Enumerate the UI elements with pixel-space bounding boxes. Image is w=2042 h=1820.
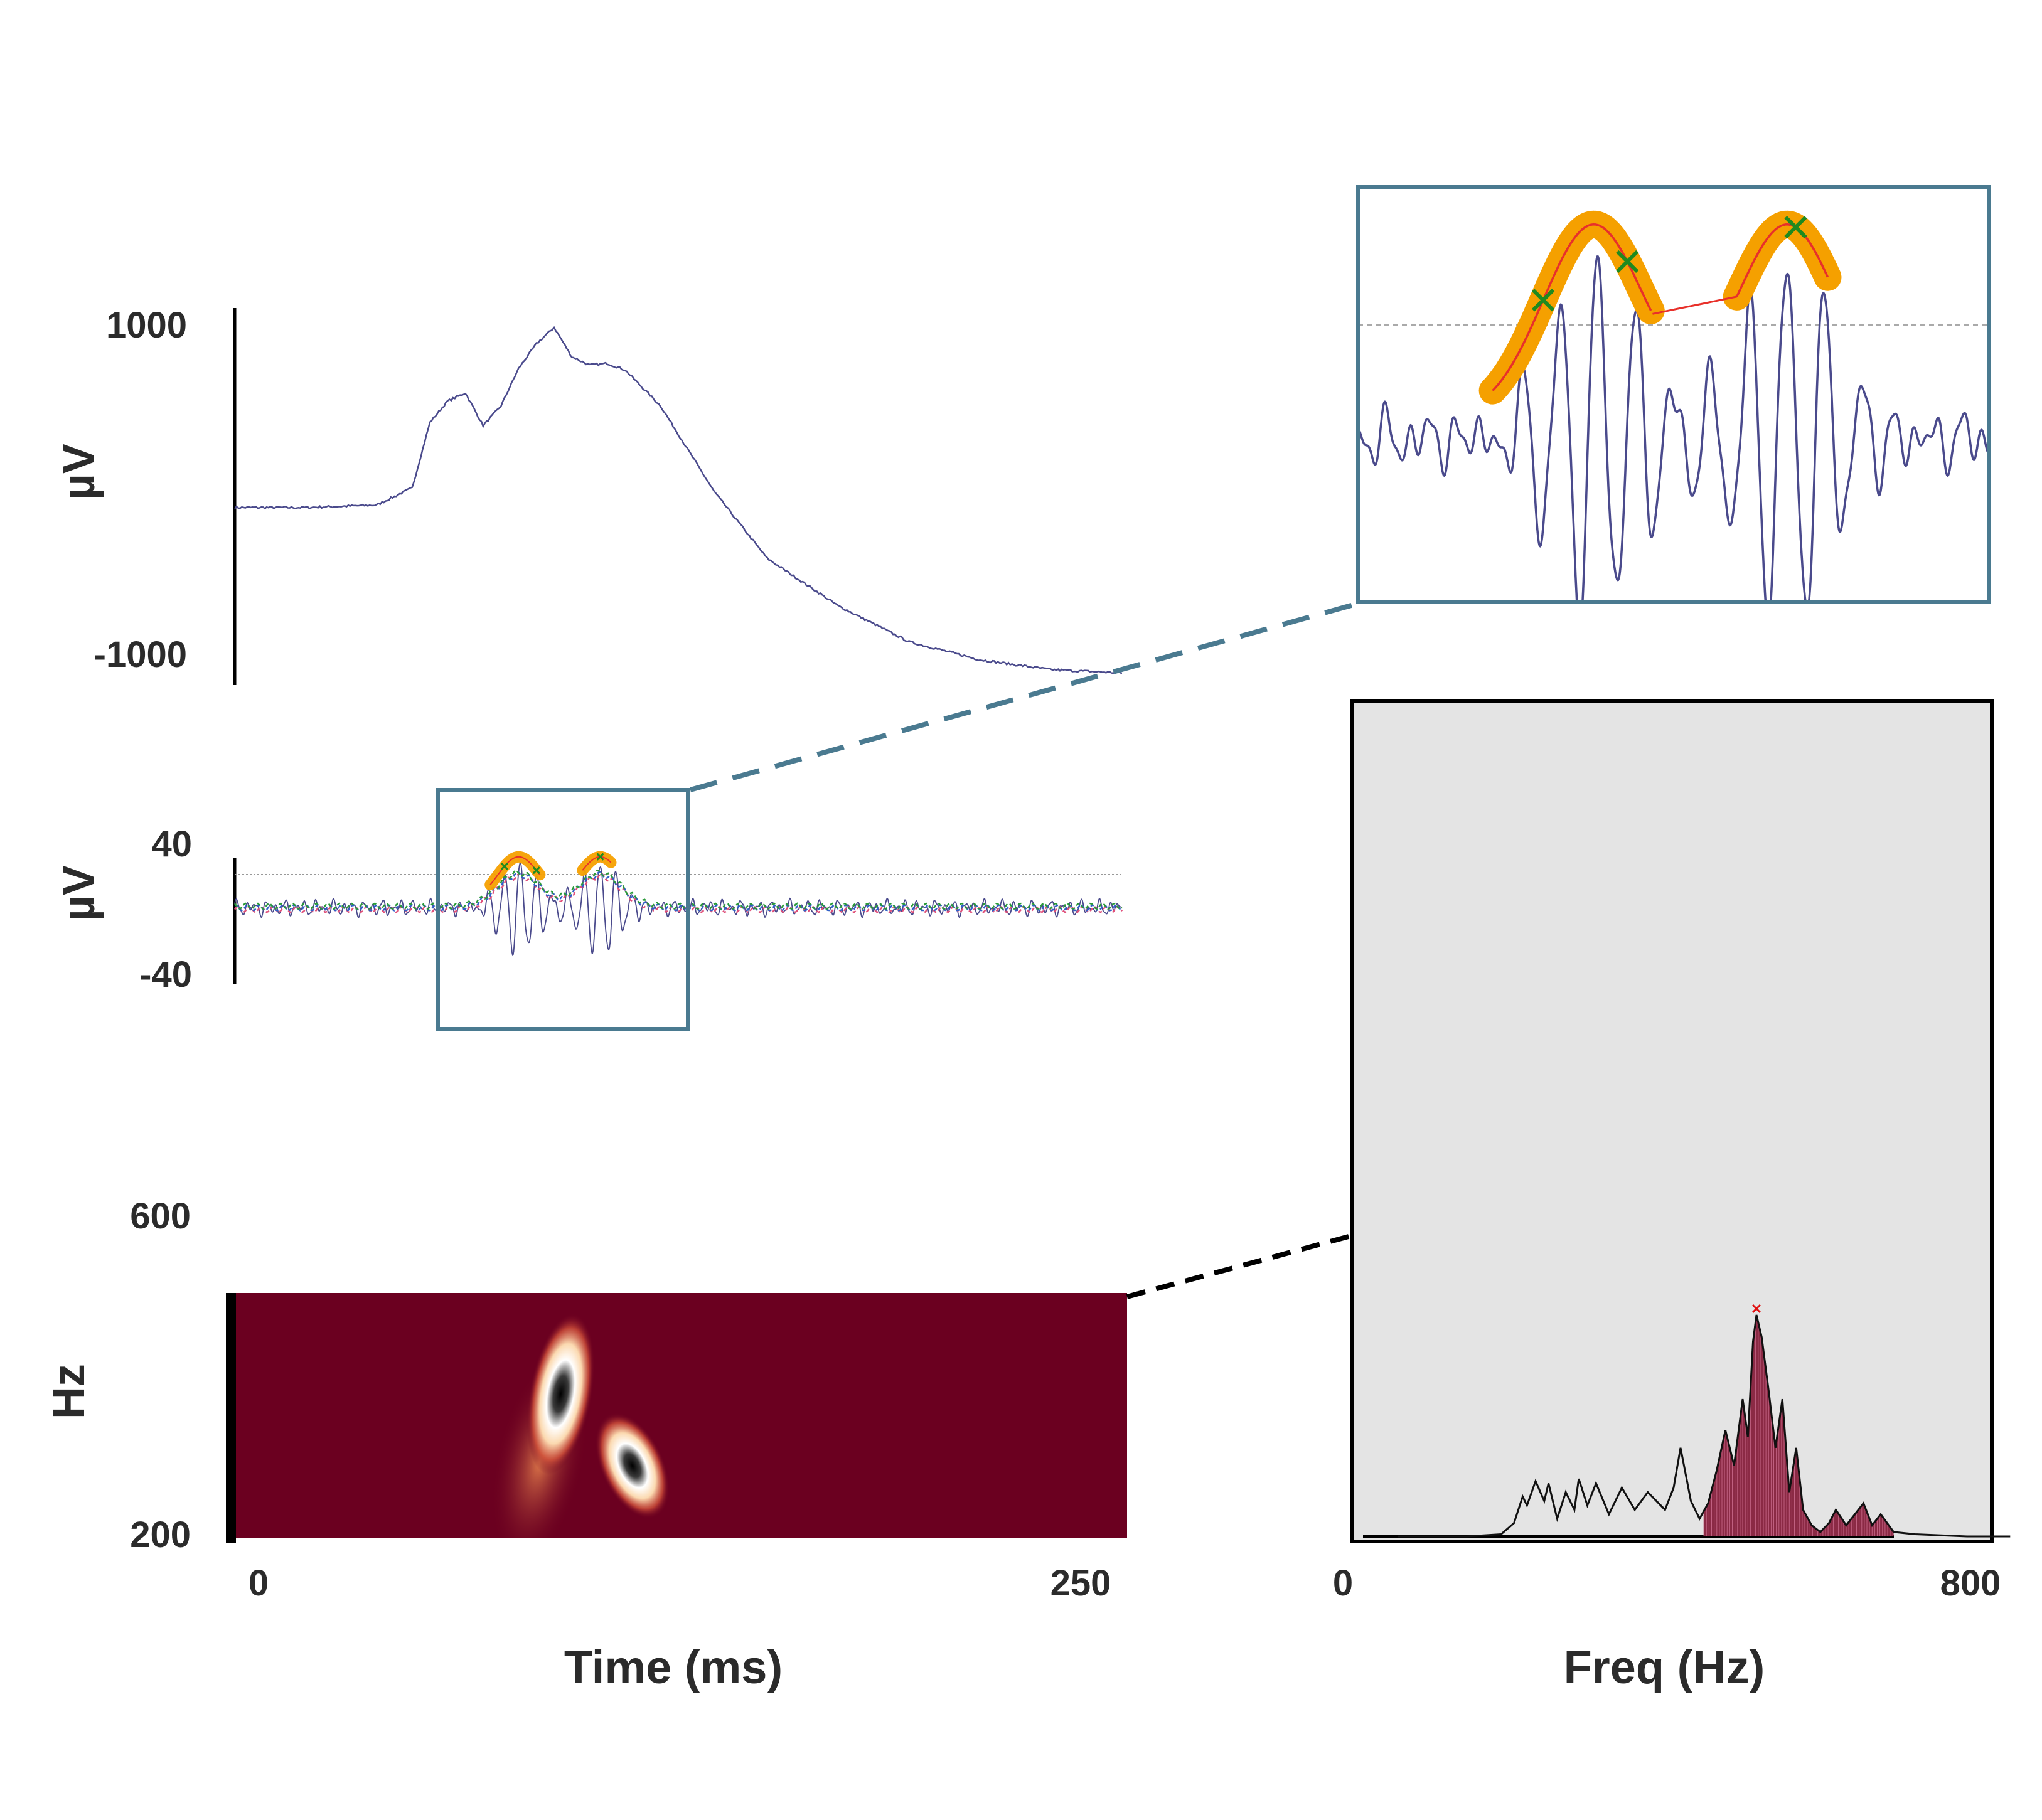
raw-ytick-top: 1000: [106, 305, 187, 346]
burst-zoom-panel: [1356, 185, 1991, 604]
filtered-y-label: µV: [54, 865, 104, 922]
tf-power-blob-1: [527, 1313, 595, 1475]
spectrum-panel: 0 800 Freq (Hz): [1333, 699, 2011, 1693]
raw-y-label: µV: [54, 444, 104, 500]
filtered-envelope-2: [582, 856, 612, 871]
burst-zoom-frame: [1356, 185, 1991, 604]
zoom-signal-trace: [1358, 255, 1989, 602]
filtered-traces: [234, 851, 1123, 957]
zoom-envelope-2: [1736, 223, 1829, 297]
filtered-peak-marker-1: [500, 862, 508, 870]
zoom-peak-marker-2: [1616, 250, 1639, 274]
time-xtick-end: 250: [1050, 1563, 1111, 1604]
tf-y-axis-bar: [226, 1293, 236, 1543]
freq-xtick-end: 800: [1940, 1563, 2001, 1604]
zoom-peak-marker-1: [1531, 289, 1555, 312]
raw-ytick-bottom: -1000: [94, 634, 187, 675]
tf-ytick-top: 600: [130, 1196, 191, 1237]
filtered-signal-trace: [234, 862, 1123, 957]
time-x-label: Time (ms): [564, 1641, 783, 1693]
freq-xtick-start: 0: [1333, 1563, 1353, 1604]
spectrum-plot: [1363, 1304, 2011, 1538]
tf-ytick-bottom: 200: [130, 1514, 191, 1555]
spectrum-peak-marker: [1751, 1304, 1761, 1314]
tf-y-label: Hz: [44, 1364, 94, 1419]
time-xtick-start: 0: [249, 1563, 269, 1604]
zoom-traces: [1358, 210, 1989, 602]
spectrum-connector-line: [1126, 1232, 1357, 1299]
zoom-envelope-gap: [1652, 295, 1737, 315]
tf-heatmap-background: [231, 1293, 1127, 1538]
filtered-signal-panel: 40 -40 µV: [54, 788, 1123, 1031]
burst-selection-box[interactable]: [436, 788, 690, 1031]
filtered-smooth-red: [234, 873, 1123, 913]
freq-x-label: Freq (Hz): [1564, 1641, 1765, 1693]
spectrum-band-fill: [1704, 1315, 1894, 1536]
filtered-peak-marker-3: [596, 853, 604, 861]
spectrum-curve: [1398, 1314, 2011, 1538]
time-frequency-panel: 600 200 Hz 0 250 Time (ms): [44, 1196, 1127, 1693]
filtered-smooth-green: [234, 869, 1123, 910]
spectrum-panel-background: [1350, 699, 1994, 1543]
raw-signal-trace: [234, 326, 1123, 674]
zoom-connector-line: [689, 601, 1359, 792]
filtered-ytick-bottom: -40: [139, 954, 192, 995]
burst-zoom-frame-bg: [1358, 187, 1989, 602]
filtered-envelope-1: [489, 856, 541, 885]
raw-signal-panel: 1000 -1000 µV: [54, 305, 1123, 685]
tf-power-blob-2: [595, 1413, 670, 1519]
filtered-peak-marker-2: [532, 866, 540, 875]
filtered-ytick-top: 40: [151, 824, 192, 865]
zoom-peak-marker-3: [1784, 215, 1807, 239]
